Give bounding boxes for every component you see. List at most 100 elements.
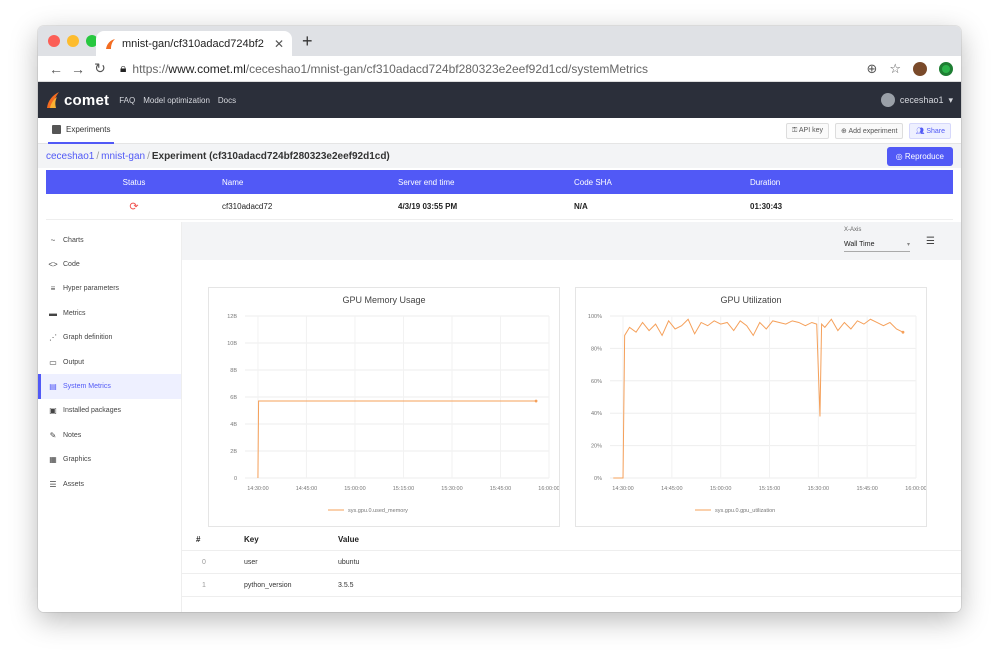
sidebar: ~ Charts <> Code ≡ Hyper parameters ▬ Metrics ⋰ G…	[38, 222, 182, 612]
comet-logo-icon[interactable]	[46, 91, 60, 109]
gpu-utilization-chart: GPU Utilization 0% 20% 40% 60% 80% 100% 14:30:0…	[575, 287, 927, 527]
sidebar-item-hyper-parameters[interactable]: ≡ Hyper parameters	[38, 277, 181, 301]
breadcrumb: ceceshao1/mnist-gan / Experiment (cf310ada…	[38, 144, 961, 168]
y-tick-label: 10B	[227, 341, 237, 347]
chart-title: GPU Utilization	[720, 295, 781, 305]
x-tick-label: 15:00:00	[710, 486, 731, 492]
code-sha: N/A	[574, 202, 588, 211]
y-tick-label: 0%	[594, 476, 602, 482]
experiment-name: cf310adacd72	[222, 202, 273, 211]
breadcrumb-project-link[interactable]: mnist-gan	[101, 150, 146, 162]
header-link-model-optimization[interactable]: Model optimization	[143, 95, 210, 105]
row-key: python_version	[244, 581, 292, 589]
browser-tab[interactable]: mnist-gan/cf310adacd724bf2 ✕	[96, 31, 292, 56]
header-link-docs[interactable]: Docs	[217, 95, 237, 105]
forward-icon[interactable]: →	[71, 60, 85, 77]
sidebar-item-label: System Metrics	[63, 383, 111, 391]
extension-avatar-icon[interactable]	[913, 61, 927, 76]
x-tick-label: 15:45:00	[490, 486, 511, 492]
gpu-utilization-chart-svg: GPU Utilization 0% 20% 40% 60% 80% 100% 14:30:0…	[588, 295, 926, 514]
chevron-down-icon: ▾	[948, 94, 953, 105]
tab-experiments-label: Experiments	[66, 125, 111, 134]
experiments-icon	[52, 125, 61, 134]
main-area: ~ Charts <> Code ≡ Hyper parameters ▬ Metrics ⋰ G…	[38, 222, 961, 612]
comet-logo-text[interactable]: comet	[64, 91, 110, 109]
sidebar-item-notes[interactable]: ✎ Notes	[38, 423, 181, 447]
x-tick-label: 14:45:00	[661, 486, 682, 492]
sidebar-item-assets[interactable]: ☰ Assets	[38, 472, 181, 496]
row-index: 1	[202, 581, 206, 589]
x-tick-label: 15:00:00	[344, 486, 365, 492]
x-axis-value: Wall Time	[844, 241, 875, 248]
maximize-window-button[interactable]	[86, 35, 98, 47]
api-key-button[interactable]: ⚿ API key	[785, 122, 829, 139]
zoom-icon[interactable]: ⊕	[866, 60, 878, 76]
x-tick-label: 15:45:00	[856, 486, 877, 492]
minimize-window-button[interactable]	[67, 35, 79, 47]
sidebar-item-code[interactable]: <> Code	[38, 252, 181, 276]
x-tick-label: 16:00:00	[538, 486, 559, 492]
x-axis-select[interactable]: Wall Time ▾	[844, 238, 910, 252]
plus-circle-icon: ⊕	[841, 127, 849, 135]
address-bar[interactable]: 🔒︎ https://www.comet.ml/ceceshao1/mnist-…	[120, 61, 866, 76]
series-line	[613, 318, 904, 479]
back-icon[interactable]: ←	[49, 60, 63, 77]
sidebar-item-label: Graph definition	[63, 334, 113, 342]
tab-experiments[interactable]: Experiments	[48, 118, 115, 144]
y-tick-label: 8B	[230, 368, 237, 374]
column-header-index: #	[196, 534, 201, 544]
sync-icon: ⟳	[129, 201, 139, 213]
x-tick-label: 14:30:00	[247, 486, 268, 492]
sidebar-item-icon: ▭	[49, 357, 57, 367]
series-line	[257, 400, 537, 479]
url-path: /ceceshao1/mnist-gan/cf310adacd724bf2803…	[245, 61, 649, 76]
sidebar-item-icon: ▬	[49, 308, 57, 318]
add-experiment-button[interactable]: ⊕ Add experiment	[835, 122, 904, 139]
sidebar-item-label: Code	[63, 261, 80, 269]
sidebar-item-graphics[interactable]: ▦ Graphics	[38, 448, 181, 472]
breadcrumb-user-link[interactable]: ceceshao1	[46, 150, 95, 162]
browser-window: mnist-gan/cf310adacd724bf2 ✕ + ← → ↻ 🔒︎ …	[38, 26, 961, 612]
reproduce-icon: ◎	[895, 151, 905, 161]
sidebar-item-graph-definition[interactable]: ⋰ Graph definition	[38, 326, 181, 350]
chevron-down-icon: ▾	[906, 242, 910, 248]
header-link-faq[interactable]: FAQ	[119, 95, 136, 105]
sidebar-item-system-metrics[interactable]: ▤ System Metrics	[38, 374, 181, 399]
sidebar-item-label: Hyper parameters	[63, 285, 120, 293]
gpu-memory-chart: GPU Memory Usage 0 2B 4B 6B 8B 10B 12B 14:30:00 1…	[208, 287, 560, 527]
share-label: Share	[926, 127, 945, 135]
sidebar-item-label: Metrics	[63, 309, 86, 317]
hamburger-menu-icon[interactable]: ☰	[926, 236, 935, 247]
reproduce-button[interactable]: ◎ Reproduce	[886, 146, 953, 166]
sidebar-item-output[interactable]: ▭ Output	[38, 350, 181, 374]
sidebar-item-icon: ▤	[49, 382, 57, 392]
x-tick-label: 16:00:00	[905, 486, 926, 492]
share-button[interactable]: 👥︎ Share	[909, 122, 951, 139]
extension-green-icon[interactable]	[939, 61, 953, 76]
chart-controls-bar: X-Axis Wall Time ▾ ☰	[182, 222, 961, 260]
close-window-button[interactable]	[48, 35, 60, 47]
sidebar-item-charts[interactable]: ~ Charts	[38, 228, 181, 252]
new-tab-button[interactable]: +	[302, 31, 313, 51]
user-menu[interactable]: ceceshao1 ▾	[880, 93, 953, 107]
series-end-point	[901, 330, 905, 334]
comet-favicon-icon	[106, 38, 115, 49]
row-value: ubuntu	[338, 558, 360, 566]
add-experiment-label: Add experiment	[848, 127, 898, 135]
sidebar-item-icon: ⋰	[49, 333, 57, 343]
x-tick-label: 15:30:00	[808, 486, 829, 492]
y-tick-label: 20%	[591, 444, 602, 450]
system-metrics-panel: X-Axis Wall Time ▾ ☰ GPU Memory Usage 0 2B…	[182, 222, 961, 612]
sidebar-item-label: Installed packages	[63, 407, 121, 415]
reload-icon[interactable]: ↻	[94, 60, 106, 76]
table-row: 1 python_version 3.5.5	[182, 574, 961, 597]
bookmark-star-icon[interactable]: ☆	[889, 60, 901, 76]
row-index: 0	[202, 558, 206, 566]
api-key-label: API key	[798, 126, 823, 134]
close-tab-icon[interactable]: ✕	[273, 36, 284, 51]
y-tick-label: 80%	[591, 346, 602, 352]
sidebar-item-metrics[interactable]: ▬ Metrics	[38, 301, 181, 325]
sidebar-item-label: Output	[63, 358, 85, 366]
params-table-header: # Key Value	[182, 528, 961, 551]
sidebar-item-installed-packages[interactable]: ▣ Installed packages	[38, 399, 181, 423]
